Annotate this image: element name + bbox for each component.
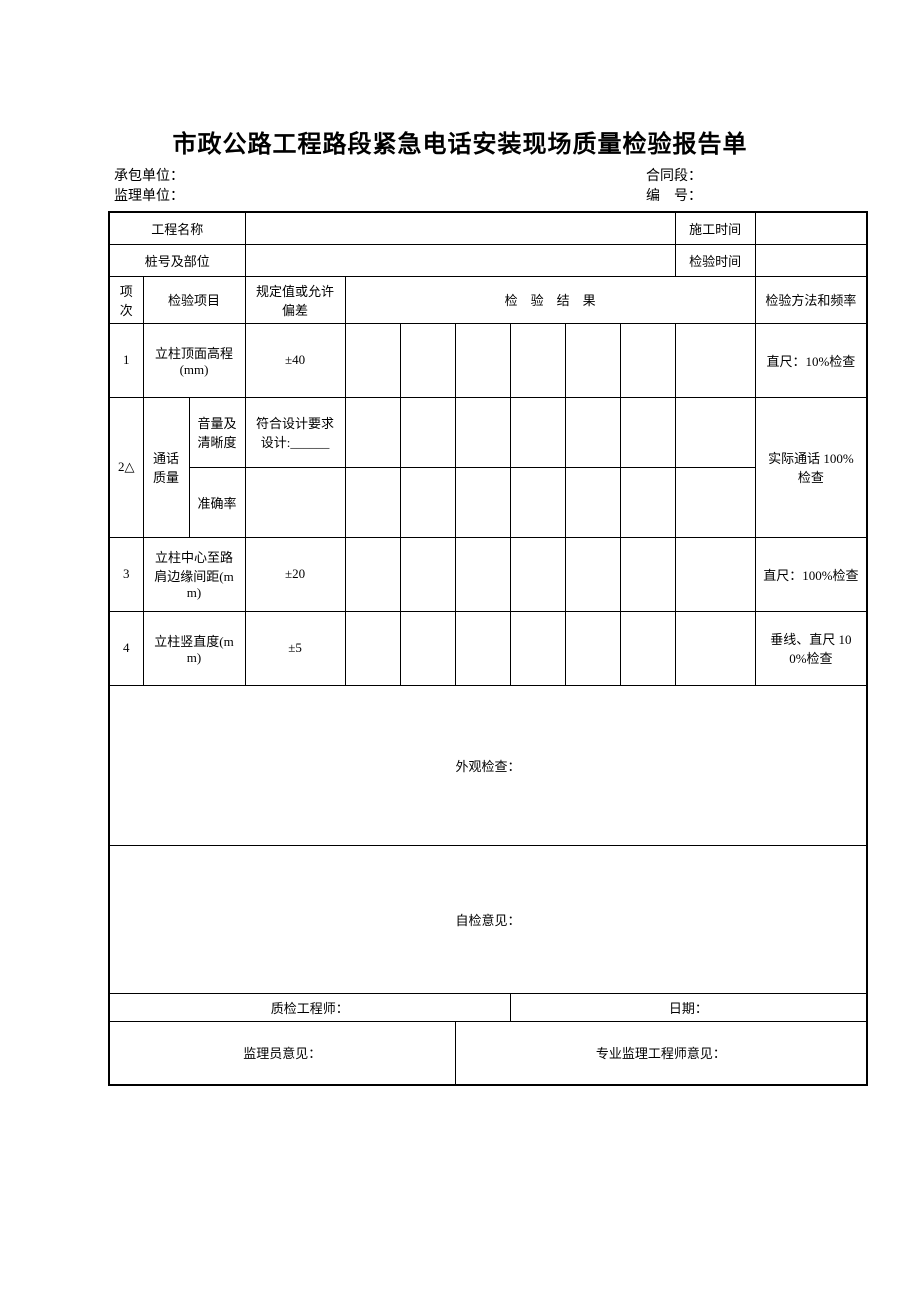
result-cell	[345, 611, 400, 685]
result-cell	[345, 323, 400, 397]
page-title: 市政公路工程路段紧急电话安装现场质量检验报告单	[108, 124, 812, 159]
result-cell	[620, 467, 675, 537]
result-cell	[510, 467, 565, 537]
appearance-label: 外观检查：	[109, 685, 867, 845]
row1-spec: ±40	[245, 323, 345, 397]
result-cell	[400, 467, 455, 537]
result-cell	[565, 467, 620, 537]
row4-method: 垂线、直尺 100%检查	[755, 611, 867, 685]
qc-engineer-label: 质检工程师：	[109, 993, 510, 1021]
hdr-item: 检验项目	[143, 276, 245, 323]
contract-label: 合同段：	[646, 167, 806, 187]
row1-item: 立柱顶面高程(mm)	[143, 323, 245, 397]
hdr-method: 检验方法和频率	[755, 276, 867, 323]
result-cell	[455, 397, 510, 467]
project-name-label: 工程名称	[109, 212, 245, 244]
table-row: 3 立柱中心至路肩边缘间距(mm) ±20 直尺：100%检查	[109, 537, 867, 611]
row2-num: 2△	[109, 397, 143, 537]
row4-spec: ±5	[245, 611, 345, 685]
self-opinion-label: 自检意见：	[109, 845, 867, 993]
result-cell	[400, 397, 455, 467]
supervisor-opinion-label: 监理员意见：	[109, 1021, 455, 1085]
pro-supervisor-opinion-label: 专业监理工程师意见：	[455, 1021, 867, 1085]
result-cell	[675, 537, 755, 611]
result-cell	[455, 611, 510, 685]
appearance-row: 外观检查：	[109, 685, 867, 845]
opinions-row: 监理员意见： 专业监理工程师意见：	[109, 1021, 867, 1085]
row2-group: 通话质量	[143, 397, 189, 537]
result-cell	[620, 323, 675, 397]
table-header-row: 项次 检验项目 规定值或允许偏差 检 验 结 果 检验方法和频率	[109, 276, 867, 323]
result-cell	[565, 323, 620, 397]
row4-item: 立柱竖直度(mm)	[143, 611, 245, 685]
result-cell	[510, 611, 565, 685]
result-cell	[455, 467, 510, 537]
result-cell	[345, 537, 400, 611]
result-cell	[675, 611, 755, 685]
page-container: 市政公路工程路段紧急电话安装现场质量检验报告单 承包单位： 合同段： 监理单位：…	[0, 0, 920, 1126]
inspect-time-value	[755, 244, 867, 276]
table-row: 4 立柱竖直度(mm) ±5 垂线、直尺 100%检查	[109, 611, 867, 685]
result-cell	[345, 397, 400, 467]
result-cell	[675, 323, 755, 397]
row4-num: 4	[109, 611, 143, 685]
result-cell	[510, 323, 565, 397]
row3-spec: ±20	[245, 537, 345, 611]
row1-method: 直尺：10%检查	[755, 323, 867, 397]
result-cell	[620, 611, 675, 685]
date-label: 日期：	[510, 993, 867, 1021]
result-cell	[400, 323, 455, 397]
table-row: 2△ 通话质量 音量及清晰度 符合设计要求设计:______ 实际通话 100%…	[109, 397, 867, 467]
result-cell	[565, 397, 620, 467]
hdr-num: 项次	[109, 276, 143, 323]
result-cell	[620, 537, 675, 611]
row2-method: 实际通话 100%检查	[755, 397, 867, 537]
result-cell	[455, 537, 510, 611]
result-cell	[400, 537, 455, 611]
result-cell	[565, 611, 620, 685]
result-cell	[675, 397, 755, 467]
pile-label: 桩号及部位	[109, 244, 245, 276]
info-row-pile: 桩号及部位 检验时间	[109, 244, 867, 276]
meta-row-1: 承包单位： 合同段：	[108, 167, 812, 187]
result-cell	[510, 537, 565, 611]
hdr-result: 检 验 结 果	[345, 276, 755, 323]
row3-method: 直尺：100%检查	[755, 537, 867, 611]
serial-label: 编 号：	[646, 187, 806, 207]
supervisor-label: 监理单位：	[114, 187, 646, 207]
contractor-label: 承包单位：	[114, 167, 646, 187]
inspection-table: 工程名称 施工时间 桩号及部位 检验时间 项次 检验项目 规定值或允许偏差 检 …	[108, 211, 868, 1086]
construction-time-label: 施工时间	[675, 212, 755, 244]
row3-item: 立柱中心至路肩边缘间距(mm)	[143, 537, 245, 611]
row3-num: 3	[109, 537, 143, 611]
result-cell	[565, 537, 620, 611]
row2-sub1-label: 音量及清晰度	[189, 397, 245, 467]
row2-sub2-label: 准确率	[189, 467, 245, 537]
row2-sub2-spec	[245, 467, 345, 537]
result-cell	[400, 611, 455, 685]
table-row: 1 立柱顶面高程(mm) ±40 直尺：10%检查	[109, 323, 867, 397]
meta-row-2: 监理单位： 编 号：	[108, 187, 812, 207]
row2-sub1-spec: 符合设计要求设计:______	[245, 397, 345, 467]
project-name-value	[245, 212, 675, 244]
pile-value	[245, 244, 675, 276]
hdr-spec: 规定值或允许偏差	[245, 276, 345, 323]
result-cell	[345, 467, 400, 537]
table-row: 准确率	[109, 467, 867, 537]
info-row-project: 工程名称 施工时间	[109, 212, 867, 244]
result-cell	[510, 397, 565, 467]
inspect-time-label: 检验时间	[675, 244, 755, 276]
construction-time-value	[755, 212, 867, 244]
result-cell	[620, 397, 675, 467]
row1-num: 1	[109, 323, 143, 397]
result-cell	[455, 323, 510, 397]
result-cell	[675, 467, 755, 537]
self-opinion-row: 自检意见：	[109, 845, 867, 993]
signature-row: 质检工程师： 日期：	[109, 993, 867, 1021]
